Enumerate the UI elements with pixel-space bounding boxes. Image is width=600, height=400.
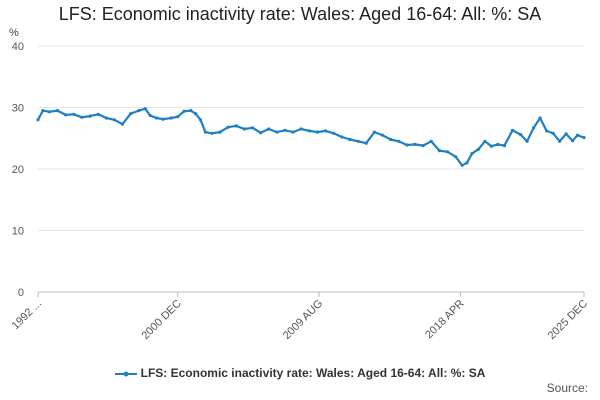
data-point[interactable] bbox=[551, 131, 555, 135]
data-point[interactable] bbox=[470, 152, 474, 156]
data-point[interactable] bbox=[194, 112, 198, 116]
data-point[interactable] bbox=[558, 139, 562, 143]
data-point[interactable] bbox=[36, 118, 40, 122]
legend-swatch-icon bbox=[114, 371, 137, 377]
data-point[interactable] bbox=[72, 112, 76, 116]
data-point[interactable] bbox=[299, 127, 303, 131]
data-point[interactable] bbox=[189, 109, 193, 113]
data-point[interactable] bbox=[389, 137, 393, 142]
data-point[interactable] bbox=[218, 130, 222, 134]
data-point[interactable] bbox=[242, 127, 246, 131]
gridlines bbox=[38, 45, 584, 231]
data-point[interactable] bbox=[137, 109, 141, 113]
data-point[interactable] bbox=[155, 116, 159, 120]
data-point[interactable] bbox=[129, 112, 133, 116]
y-tick-label: 20 bbox=[12, 164, 24, 176]
data-point[interactable] bbox=[226, 125, 230, 129]
data-point[interactable] bbox=[460, 163, 464, 167]
data-point[interactable] bbox=[80, 115, 84, 119]
data-point[interactable] bbox=[340, 135, 344, 139]
data-point[interactable] bbox=[571, 139, 575, 143]
data-point[interactable] bbox=[307, 129, 311, 133]
data-point[interactable] bbox=[575, 133, 580, 137]
data-point[interactable] bbox=[413, 142, 417, 146]
data-point[interactable] bbox=[348, 137, 352, 142]
data-point[interactable] bbox=[582, 136, 586, 140]
x-tick-label: 2009 AUG bbox=[281, 298, 325, 342]
data-point[interactable] bbox=[234, 124, 238, 128]
data-point[interactable] bbox=[564, 132, 568, 136]
data-point[interactable] bbox=[332, 131, 336, 135]
y-tick-label: 30 bbox=[12, 103, 24, 115]
data-point[interactable] bbox=[437, 149, 441, 153]
data-point[interactable] bbox=[104, 116, 108, 120]
data-point[interactable] bbox=[496, 142, 500, 146]
chart-title: LFS: Economic inactivity rate: Wales: Ag… bbox=[58, 4, 542, 24]
data-point[interactable] bbox=[41, 109, 45, 113]
x-tick-label: 2018 APR bbox=[423, 298, 467, 342]
data-point[interactable] bbox=[454, 155, 458, 159]
data-point[interactable] bbox=[120, 122, 125, 126]
data-point[interactable] bbox=[161, 117, 165, 121]
data-point[interactable] bbox=[315, 130, 320, 134]
x-tick-label: 1992 ... bbox=[10, 298, 44, 332]
data-point[interactable] bbox=[465, 161, 469, 165]
data-point[interactable] bbox=[291, 130, 295, 134]
data-point[interactable] bbox=[421, 144, 425, 148]
data-point[interactable] bbox=[545, 129, 549, 133]
data-point[interactable] bbox=[203, 130, 207, 134]
data-point[interactable] bbox=[519, 133, 523, 137]
source-label: Source: bbox=[546, 381, 588, 395]
data-point[interactable] bbox=[250, 126, 255, 130]
data-point[interactable] bbox=[259, 131, 263, 135]
x-tick-labels: 1992 ... 2000 DEC 2009 AUG 2018 APR 2025 DEC bbox=[10, 292, 590, 342]
data-point[interactable] bbox=[210, 131, 214, 135]
data-point[interactable] bbox=[275, 130, 279, 134]
data-point[interactable] bbox=[397, 139, 401, 143]
data-point[interactable] bbox=[47, 110, 52, 114]
data-point[interactable] bbox=[176, 115, 180, 119]
data-point[interactable] bbox=[532, 126, 536, 130]
data-point[interactable] bbox=[283, 128, 287, 132]
y-tick-label: 40 bbox=[12, 41, 24, 53]
data-point[interactable] bbox=[324, 129, 328, 133]
data-point[interactable] bbox=[538, 116, 542, 120]
data-point[interactable] bbox=[445, 150, 450, 154]
y-tick-label: 10 bbox=[12, 226, 24, 238]
data-point[interactable] bbox=[55, 109, 60, 113]
data-point[interactable] bbox=[112, 118, 116, 122]
legend[interactable]: LFS: Economic inactivity rate: Wales: Ag… bbox=[0, 366, 600, 380]
data-point[interactable] bbox=[143, 107, 147, 111]
legend-label: LFS: Economic inactivity rate: Wales: Ag… bbox=[140, 366, 486, 380]
data-point[interactable] bbox=[267, 127, 271, 131]
data-point[interactable] bbox=[429, 139, 433, 143]
data-point[interactable] bbox=[525, 139, 529, 143]
y-tick-label: 0 bbox=[18, 287, 24, 299]
data-point[interactable] bbox=[182, 109, 186, 113]
data-point[interactable] bbox=[148, 113, 152, 118]
x-tick-label: 2025 DEC bbox=[546, 298, 590, 342]
data-point[interactable] bbox=[169, 116, 173, 120]
y-tick-labels: 0 10 20 30 40 bbox=[12, 41, 24, 299]
data-point[interactable] bbox=[96, 112, 100, 116]
x-tick-label: 2000 DEC bbox=[139, 298, 183, 342]
data-point[interactable] bbox=[64, 113, 68, 117]
series-layer bbox=[36, 107, 586, 167]
data-point[interactable] bbox=[510, 128, 515, 132]
data-point[interactable] bbox=[88, 114, 92, 118]
data-point[interactable] bbox=[364, 141, 368, 145]
series-line-0 bbox=[37, 107, 585, 167]
data-point[interactable] bbox=[380, 133, 385, 137]
data-point[interactable] bbox=[483, 139, 487, 143]
data-point[interactable] bbox=[356, 139, 360, 143]
data-point[interactable] bbox=[405, 143, 409, 147]
data-point[interactable] bbox=[489, 144, 493, 148]
data-point[interactable] bbox=[502, 144, 506, 148]
data-point[interactable] bbox=[198, 118, 203, 122]
data-point[interactable] bbox=[372, 130, 376, 134]
data-point[interactable] bbox=[476, 147, 480, 151]
y-axis-unit-label: % bbox=[9, 27, 19, 39]
